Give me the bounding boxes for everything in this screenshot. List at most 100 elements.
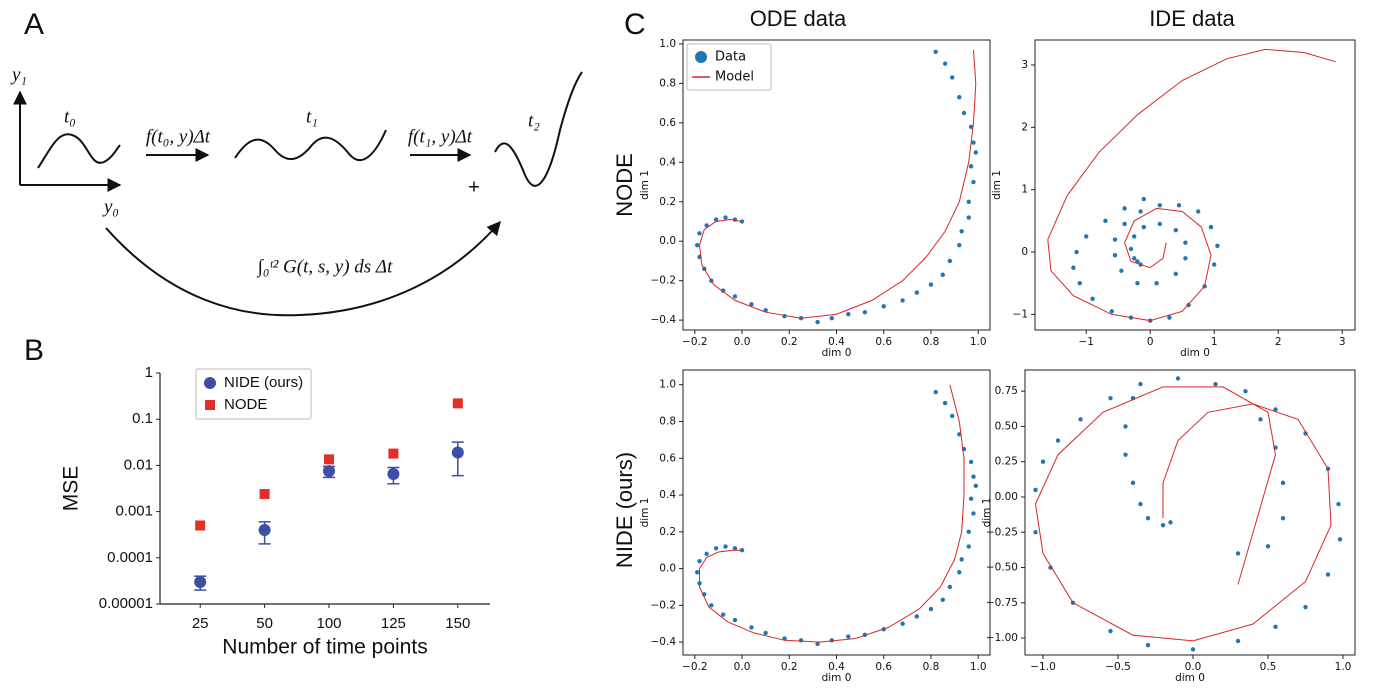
arrow [105, 220, 501, 317]
point [940, 272, 945, 277]
point [749, 302, 754, 307]
point [1138, 209, 1143, 214]
point [259, 489, 270, 500]
point [1235, 551, 1241, 556]
point [1141, 224, 1147, 230]
y-tick-label: 0.0001 [107, 549, 153, 566]
axis-label: y₁ [10, 64, 27, 85]
point [966, 529, 971, 535]
panel-label: C [624, 8, 646, 41]
point [694, 242, 700, 248]
point [959, 229, 964, 234]
y-tick-label: 0.25 [995, 456, 1018, 468]
point [973, 150, 979, 155]
x-tick-label: 150 [445, 615, 470, 632]
point [1123, 424, 1128, 429]
point [966, 199, 971, 204]
point [1138, 381, 1143, 387]
point [1235, 638, 1241, 644]
point [968, 124, 974, 130]
point [1084, 234, 1089, 239]
point [881, 304, 886, 309]
point [1077, 281, 1083, 286]
point [971, 140, 976, 145]
point [697, 559, 702, 564]
point [1186, 302, 1191, 308]
point [704, 551, 709, 557]
model-line [1047, 48, 1336, 322]
point [1258, 417, 1263, 422]
point [732, 546, 738, 551]
point [1145, 515, 1151, 521]
x-axis-label: dim 0 [1180, 347, 1210, 359]
panel-label: B [24, 334, 44, 367]
y-axis-label: dim 1 [981, 498, 993, 528]
y-tick-label: 0.4 [659, 156, 676, 168]
point [1212, 262, 1217, 267]
panel-label: A [24, 8, 44, 41]
point [1154, 281, 1159, 286]
point [1215, 243, 1220, 249]
row-title: NIDE (ours) [612, 452, 637, 568]
x-tick-label: 1.0 [1335, 661, 1352, 673]
x-tick-label: 1 [1211, 336, 1218, 348]
point [914, 614, 919, 619]
point [713, 217, 719, 222]
x-tick-label: 0.6 [875, 661, 892, 673]
x-tick-label: −0.2 [682, 661, 708, 673]
x-tick-label: 0.4 [828, 336, 845, 348]
point [968, 164, 974, 169]
x-tick-label: 0.4 [828, 661, 845, 673]
point [739, 547, 745, 553]
step-label: f(t₁, y)Δt [408, 126, 473, 147]
point [966, 215, 971, 220]
point [957, 570, 962, 575]
point [713, 546, 719, 551]
point [1119, 268, 1124, 273]
y-tick-label: 0.4 [659, 489, 676, 501]
point [1033, 530, 1038, 535]
point [452, 398, 463, 409]
x-tick-label: 0.2 [781, 661, 798, 673]
point [971, 179, 976, 185]
point [862, 310, 868, 315]
point [1196, 209, 1201, 214]
legend-box [686, 43, 772, 91]
legend-label: NIDE (ours) [224, 374, 303, 391]
legend-marker [204, 377, 216, 389]
point [1078, 417, 1083, 422]
point [1130, 480, 1136, 486]
y-tick-label: 0.50 [995, 420, 1018, 432]
x-tick-label: 100 [316, 615, 341, 632]
point [1337, 537, 1343, 542]
point [1265, 544, 1271, 549]
x-tick-label: −0.2 [682, 336, 708, 348]
y-tick-label: 0.6 [659, 452, 676, 464]
point [1303, 604, 1308, 610]
y-tick-label: 0.2 [659, 526, 676, 538]
point [798, 638, 804, 643]
point [1167, 315, 1172, 320]
x-tick-label: 0.0 [734, 336, 751, 348]
legend-box [195, 368, 312, 420]
x-tick-label: 0.5 [1260, 661, 1277, 673]
point [933, 49, 938, 55]
y-tick-label: 1.0 [659, 38, 676, 50]
point [968, 496, 974, 501]
y-tick-label: 0.8 [659, 77, 676, 89]
curve [37, 133, 121, 169]
chart: −1.00 −0.75 −0.50 −0.25 0.00 0.25 0.50 0.75 −1.0… [981, 369, 1356, 684]
point [815, 641, 820, 647]
point [720, 612, 726, 617]
x-tick-label: 50 [256, 615, 273, 632]
point [1112, 252, 1118, 258]
point [1213, 381, 1218, 387]
point [1173, 228, 1179, 233]
point [957, 95, 962, 100]
time-label: t₁ [306, 106, 318, 127]
point [1173, 271, 1179, 277]
point [1108, 628, 1113, 634]
point [950, 75, 955, 80]
point [1048, 565, 1053, 570]
point [1112, 237, 1118, 242]
